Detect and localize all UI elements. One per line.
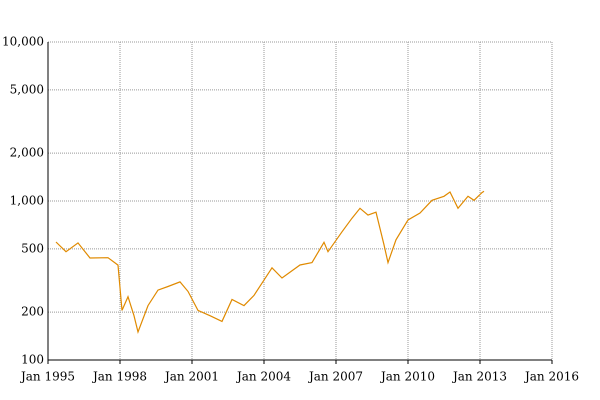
x-tick-label: Jan 1998 bbox=[91, 370, 147, 384]
x-tick-label: Jan 2013 bbox=[451, 370, 507, 384]
x-tick-label: Jan 2016 bbox=[523, 370, 579, 384]
x-tick-label: Jan 2007 bbox=[307, 370, 363, 384]
y-tick-label: 2,000 bbox=[10, 146, 44, 160]
y-tick-label: 1,000 bbox=[10, 194, 44, 208]
x-tick-label: Jan 2001 bbox=[163, 370, 219, 384]
y-tick-label: 500 bbox=[21, 241, 44, 255]
x-tick-label: Jan 1995 bbox=[19, 370, 75, 384]
y-tick-label: 100 bbox=[21, 353, 44, 367]
y-tick-label: 200 bbox=[21, 305, 44, 319]
data-line bbox=[55, 190, 485, 335]
x-tick-label: Jan 2010 bbox=[379, 370, 435, 384]
y-tick-label: 5,000 bbox=[10, 82, 44, 96]
x-tick-label: Jan 2004 bbox=[235, 370, 291, 384]
y-tick-label: 10,000 bbox=[2, 35, 44, 49]
